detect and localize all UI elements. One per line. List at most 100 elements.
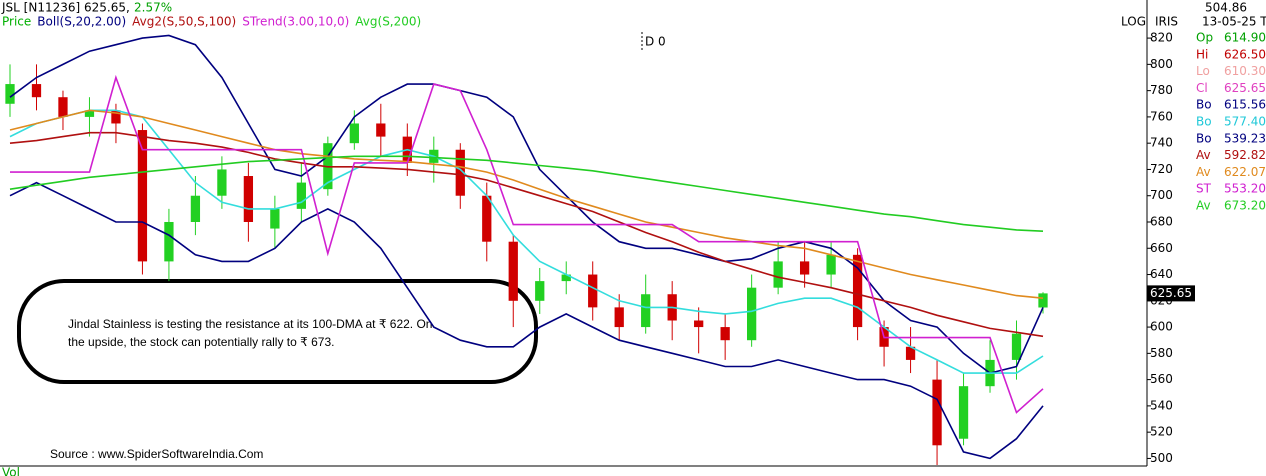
candle-body (720, 327, 730, 341)
candle-body (932, 379, 942, 446)
candle-body (799, 261, 810, 275)
annotation-text: the upside, the stock can potentially ra… (68, 335, 334, 349)
candle-body (614, 307, 624, 328)
source: Source : www.SpiderSoftwareIndia.Com (50, 447, 263, 461)
panel-name: IRIS (1155, 15, 1178, 29)
y-tick-label: 560 (1150, 372, 1173, 386)
info-label: Op (1196, 31, 1213, 45)
candle-body (1011, 333, 1022, 360)
legend-entry: STrend(3.00,10,0) (242, 15, 349, 29)
candle-body (243, 176, 254, 222)
indicator-line (9, 109, 1044, 299)
y-tick-label: 700 (1150, 188, 1173, 202)
info-value: 626.50 (1224, 47, 1266, 61)
candle-body (694, 320, 704, 328)
candle-body (905, 346, 916, 360)
candle-body (58, 97, 68, 117)
candle-body (482, 195, 492, 242)
info-value: 622.07 (1224, 165, 1266, 179)
date: 13-05-25 Tu (1202, 15, 1266, 29)
cursor-value: 504.86 (1205, 1, 1247, 15)
legend-price: Price (2, 15, 31, 29)
indicator-line (9, 109, 1044, 374)
candle-body (852, 254, 863, 328)
candle-body (84, 110, 95, 117)
info-value: 610.30 (1224, 64, 1266, 78)
legend-entry: Avg2(S,50,S,100) (132, 15, 236, 29)
candle-body (588, 274, 598, 308)
y-tick-label: 780 (1150, 83, 1173, 97)
info-value: 539.23 (1224, 131, 1266, 145)
scale-mode: LOG (1121, 15, 1146, 29)
y-tick-label: 500 (1150, 451, 1173, 465)
volume-label: Vol (2, 466, 20, 476)
info-label: ST (1196, 182, 1212, 196)
y-tick-label: 540 (1150, 398, 1173, 412)
info-label: Lo (1196, 64, 1210, 78)
indicator-line (9, 181, 1044, 460)
annotation-box (17, 279, 538, 384)
annotation-text: Jindal Stainless is testing the resistan… (68, 317, 432, 331)
candle-body (137, 130, 148, 262)
y-tick-label: 520 (1150, 425, 1173, 439)
candle-body (1038, 293, 1048, 308)
candle-body (376, 123, 386, 137)
y-tick-label: 580 (1150, 346, 1173, 360)
candle-body (217, 169, 227, 196)
indicator-line (9, 131, 1044, 338)
y-tick-label: 760 (1150, 109, 1173, 123)
info-label: Bo (1196, 131, 1212, 145)
y-tick-label: 740 (1150, 136, 1173, 150)
candle-body (747, 287, 757, 341)
candle-body (508, 241, 518, 301)
info-label: Av (1196, 199, 1211, 213)
info-value: 614.90 (1224, 31, 1266, 45)
info-label: Av (1196, 148, 1211, 162)
y-tick-label: 800 (1150, 57, 1173, 71)
candle-body (349, 123, 359, 144)
info-value: 615.56 (1224, 98, 1266, 112)
candle-body (455, 149, 465, 196)
info-value: 673.20 (1224, 199, 1266, 213)
info-value: 625.65 (1224, 81, 1266, 95)
info-value: 577.40 (1224, 115, 1266, 129)
last-price-tag (1147, 285, 1195, 302)
y-tick-label: 600 (1150, 320, 1173, 334)
indicator-line (9, 34, 1044, 374)
info-value: 592.82 (1224, 148, 1266, 162)
symbol: JSL [N11236] (1, 1, 80, 15)
change: 2.57% (134, 1, 172, 15)
candle-body (31, 84, 42, 98)
y-tick-label: 680 (1150, 214, 1173, 228)
last-price: 625.65, (84, 1, 130, 15)
y-tick-label: 640 (1150, 267, 1173, 281)
legend-entry: Boll(S,20,2.00) (37, 15, 126, 29)
candle-body (164, 221, 174, 262)
candle-body (561, 274, 571, 282)
candle-body (641, 294, 651, 328)
last-price-tag-label: 625.65 (1150, 286, 1192, 300)
info-label: Av (1196, 165, 1211, 179)
y-tick-label: 820 (1150, 31, 1173, 45)
candle-body (111, 110, 121, 124)
indicator-line (10, 74, 1044, 414)
candle-body (826, 254, 836, 275)
candle-body (270, 208, 280, 229)
y-tick-label: 660 (1150, 241, 1173, 255)
candle-body (5, 84, 15, 104)
info-value: 553.20 (1224, 182, 1266, 196)
candle-body (535, 281, 545, 301)
candle-body (958, 386, 969, 439)
legend-entry: Avg(S,200) (355, 15, 421, 29)
candle-body (296, 182, 306, 209)
info-label: Bo (1196, 98, 1212, 112)
y-tick-label: 720 (1150, 162, 1173, 176)
candles (5, 64, 1048, 465)
candle-body (773, 261, 783, 288)
candle-body (190, 195, 201, 222)
marker: D 0 (645, 35, 666, 49)
indicator-line (9, 155, 1044, 232)
